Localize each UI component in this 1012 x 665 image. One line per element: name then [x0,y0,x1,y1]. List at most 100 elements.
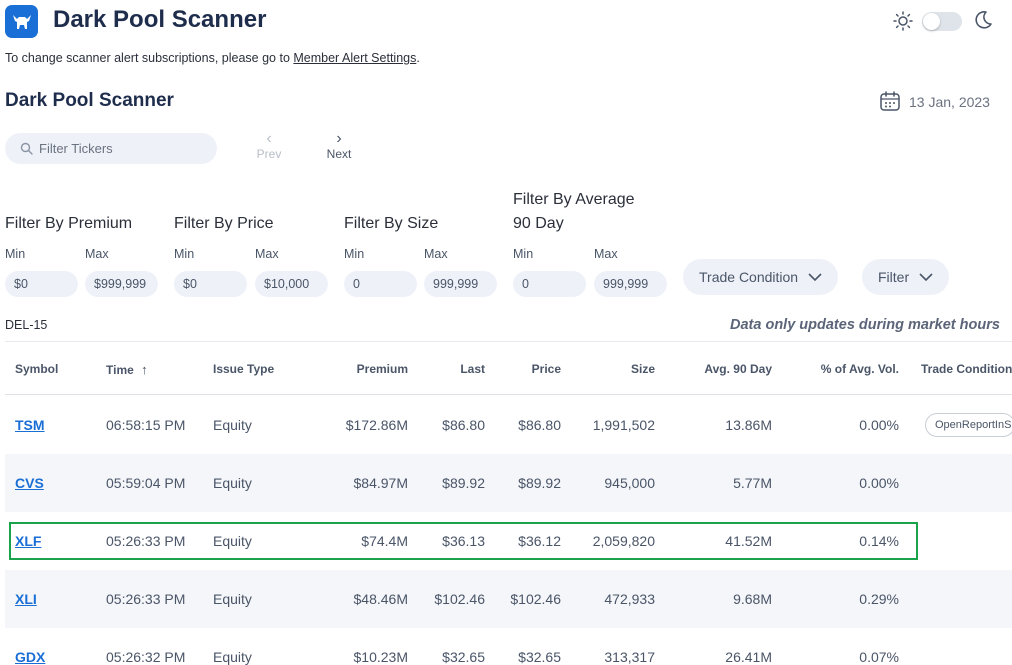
size-min-label: Min [344,247,365,261]
avg90-cell: 9.68M [733,591,772,607]
sort-up-icon: ↑ [141,362,148,377]
bull-icon [12,14,31,29]
col-issue-type[interactable]: Issue Type [213,362,275,376]
table-row[interactable]: XLI 05:26:33 PM Equity $48.46M $102.46 $… [5,570,1012,628]
filter-price-label: Filter By Price [174,215,274,232]
page-title: Dark Pool Scanner [5,90,174,111]
table-row[interactable]: TSM 06:58:15 PM Equity $172.86M $86.80 $… [5,396,1012,454]
chevron-left-icon: ‹ [266,130,272,147]
premium-cell: $48.46M [353,591,408,607]
symbol-link[interactable]: XLF [15,533,42,549]
prev-button[interactable]: ‹ Prev [249,130,289,162]
issue-type-cell: Equity [213,417,252,433]
time-cell: 05:26:33 PM [106,591,186,607]
table-row[interactable]: GDX 05:26:32 PM Equity $10.23M $32.65 $3… [5,628,1012,665]
filter-avg90-label-line1: Filter By Average [513,191,635,208]
chevron-down-icon [808,273,822,282]
size-cell: 2,059,820 [592,533,655,549]
symbol-link[interactable]: CVS [15,475,44,491]
size-cell: 1,991,502 [592,417,655,433]
col-price[interactable]: Price [531,362,561,376]
moon-icon[interactable] [972,9,994,31]
premium-max-input[interactable] [85,271,158,297]
price-max-label: Max [255,247,279,261]
table-code: DEL-15 [5,318,48,332]
col-pct-avg-vol[interactable]: % of Avg. Vol. [820,362,899,376]
chevron-right-icon: › [336,130,342,147]
col-trade-condition[interactable]: Trade Condition [921,362,1012,376]
avg90-max-input[interactable] [594,271,667,297]
avg90-cell: 5.77M [733,475,772,491]
pct-avg-vol-cell: 0.14% [859,533,899,549]
trade-condition-badge: OpenReportInS [925,413,1012,437]
last-cell: $32.65 [442,649,485,665]
alert-settings-notice: To change scanner alert subscriptions, p… [5,51,420,65]
trade-condition-dropdown[interactable]: Trade Condition [683,259,839,295]
avg90-min-label: Min [513,247,534,261]
table-header: Symbol Time ↑ Issue Type Premium Last Pr… [5,341,1012,395]
pct-avg-vol-cell: 0.00% [859,475,899,491]
col-time[interactable]: Time ↑ [106,362,148,377]
symbol-link[interactable]: TSM [15,417,45,433]
avg90-cell: 26.41M [725,649,772,665]
avg90-cell: 41.52M [725,533,772,549]
premium-cell: $172.86M [345,417,408,433]
price-cell: $89.92 [518,475,561,491]
filter-premium-label: Filter By Premium [5,215,133,232]
app-title: Dark Pool Scanner [53,6,267,33]
table-row[interactable]: CVS 05:59:04 PM Equity $84.97M $89.92 $8… [5,454,1012,512]
trade-condition-label: Trade Condition [699,269,799,285]
last-cell: $89.92 [442,475,485,491]
col-last[interactable]: Last [460,362,485,376]
app-logo[interactable] [5,5,38,38]
price-cell: $86.80 [518,417,561,433]
symbol-link[interactable]: GDX [15,649,46,665]
price-min-input[interactable] [174,271,247,297]
filter-size-label: Filter By Size [344,215,439,232]
premium-min-input[interactable] [5,271,78,297]
last-cell: $86.80 [442,417,485,433]
time-cell: 06:58:15 PM [106,417,186,433]
size-max-input[interactable] [424,271,497,297]
issue-type-cell: Equity [213,533,252,549]
selected-date[interactable]: 13 Jan, 2023 [909,94,990,110]
notice-text: To change scanner alert subscriptions, p… [5,51,294,65]
premium-cell: $10.23M [353,649,408,665]
table-row[interactable]: XLF 05:26:33 PM Equity $74.4M $36.13 $36… [5,512,1012,570]
chevron-down-icon [919,273,933,282]
premium-cell: $74.4M [361,533,408,549]
theme-toggle[interactable] [922,12,962,31]
premium-cell: $84.97M [353,475,408,491]
col-size[interactable]: Size [630,362,655,376]
search-input[interactable] [39,141,209,156]
filter-dropdown[interactable]: Filter [862,259,950,295]
issue-type-cell: Equity [213,591,252,607]
time-cell: 05:26:32 PM [106,649,186,665]
col-premium[interactable]: Premium [356,362,408,376]
search-icon [20,142,33,155]
col-symbol[interactable]: Symbol [15,362,59,376]
issue-type-cell: Equity [213,475,252,491]
symbol-link[interactable]: XLI [15,591,37,607]
filter-tickers-search[interactable] [5,133,217,164]
col-avg90[interactable]: Avg. 90 Day [704,362,772,376]
member-alert-settings-link[interactable]: Member Alert Settings [293,51,417,65]
pct-avg-vol-cell: 0.00% [859,417,899,433]
filter-avg90-label: Filter By Average 90 Day [513,188,635,236]
last-cell: $102.46 [434,591,485,607]
next-button[interactable]: › Next [319,130,359,162]
price-max-input[interactable] [255,271,328,297]
price-cell: $36.12 [518,533,561,549]
avg90-cell: 13.86M [725,417,772,433]
sun-icon[interactable] [893,11,913,31]
avg90-min-input[interactable] [513,271,586,297]
size-min-input[interactable] [344,271,417,297]
calendar-icon[interactable] [879,90,901,112]
market-hours-note: Data only updates during market hours [730,317,1000,333]
premium-min-label: Min [5,247,26,261]
time-cell: 05:26:33 PM [106,533,186,549]
size-max-label: Max [424,247,448,261]
size-cell: 945,000 [604,475,655,491]
size-cell: 313,317 [604,649,655,665]
toggle-knob [923,13,940,30]
